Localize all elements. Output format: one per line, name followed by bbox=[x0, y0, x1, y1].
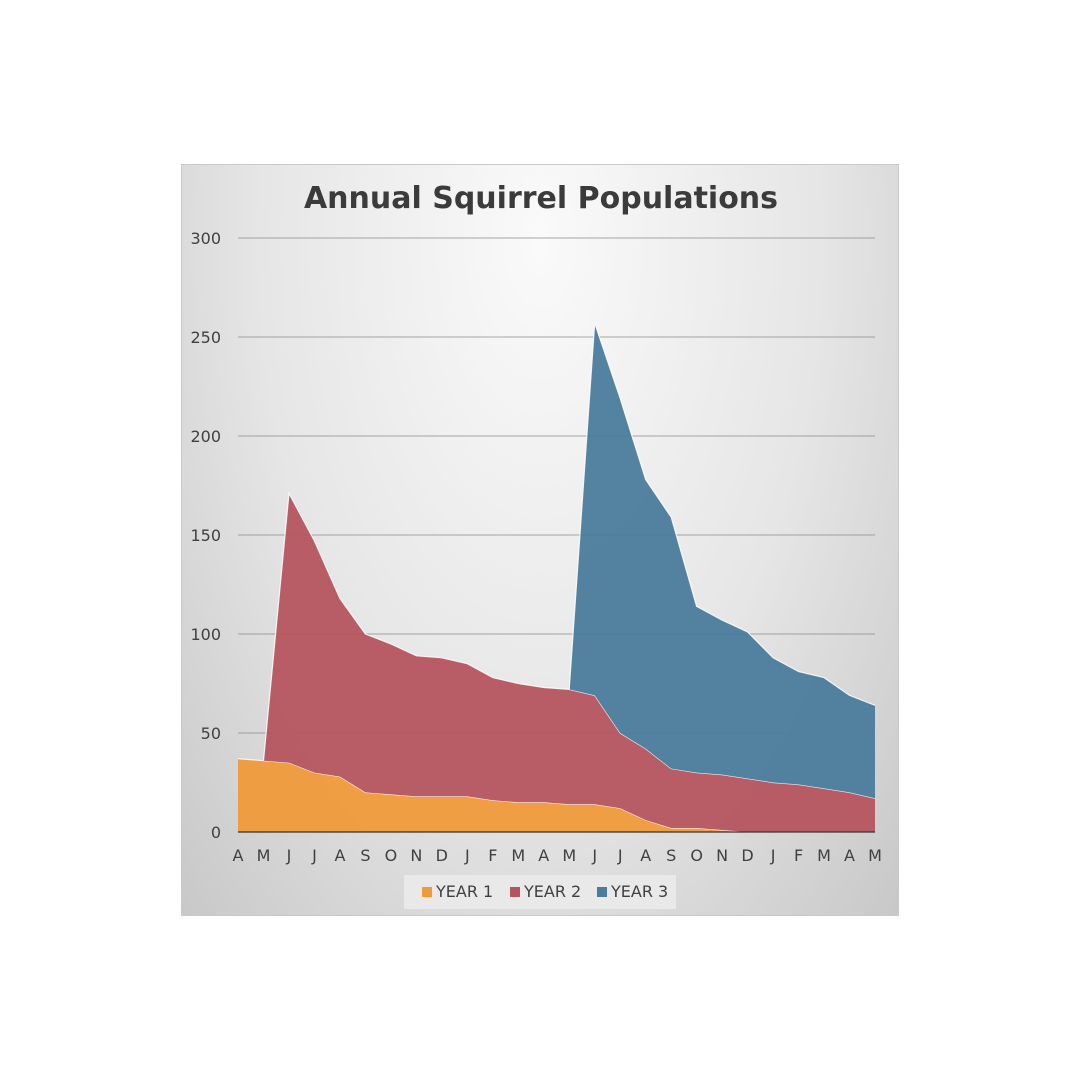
x-tick-label: M bbox=[817, 846, 831, 865]
legend-label: YEAR 2 bbox=[523, 882, 581, 901]
chart-frame: Annual Squirrel Populations 0 50 100 150 200… bbox=[181, 164, 899, 916]
y-tick-label: 50 bbox=[201, 724, 221, 743]
chart-svg: Annual Squirrel Populations 0 50 100 150 200… bbox=[190, 181, 882, 909]
x-tick-label: M bbox=[868, 846, 882, 865]
x-tick-label: N bbox=[410, 846, 422, 865]
x-tick-label: J bbox=[311, 846, 317, 865]
x-tick-label: J bbox=[464, 846, 470, 865]
x-tick-label: M bbox=[562, 846, 576, 865]
legend-swatch bbox=[597, 887, 607, 897]
plot-areas bbox=[237, 322, 876, 833]
x-tick-label: J bbox=[591, 846, 597, 865]
x-tick-label: O bbox=[690, 846, 703, 865]
x-tick-label: N bbox=[716, 846, 728, 865]
area-year-2 bbox=[263, 493, 875, 832]
legend-swatch bbox=[510, 887, 520, 897]
x-tick-label: O bbox=[385, 846, 398, 865]
legend-label: YEAR 3 bbox=[610, 882, 668, 901]
y-axis-ticks: 0 50 100 150 200 250 300 bbox=[190, 229, 221, 842]
x-tick-label: A bbox=[233, 846, 244, 865]
y-tick-label: 200 bbox=[190, 427, 221, 446]
x-tick-label: A bbox=[538, 846, 549, 865]
x-tick-label: F bbox=[488, 846, 497, 865]
y-tick-label: 150 bbox=[190, 526, 221, 545]
x-tick-label: J bbox=[770, 846, 776, 865]
legend-swatch bbox=[422, 887, 432, 897]
x-tick-label: D bbox=[436, 846, 448, 865]
legend-background bbox=[404, 875, 676, 909]
chart-title: Annual Squirrel Populations bbox=[304, 181, 778, 216]
x-tick-label: S bbox=[360, 846, 370, 865]
y-tick-label: 250 bbox=[190, 328, 221, 347]
x-tick-label: F bbox=[794, 846, 803, 865]
x-tick-label: J bbox=[286, 846, 292, 865]
area-year-3 bbox=[569, 323, 875, 799]
x-tick-label: M bbox=[511, 846, 525, 865]
y-tick-label: 0 bbox=[211, 823, 221, 842]
legend-label: YEAR 1 bbox=[435, 882, 493, 901]
x-tick-label: A bbox=[334, 846, 345, 865]
x-tick-label: A bbox=[844, 846, 855, 865]
x-tick-label: M bbox=[257, 846, 271, 865]
x-tick-label: S bbox=[666, 846, 676, 865]
area-year-1 bbox=[238, 758, 875, 832]
x-tick-label: D bbox=[741, 846, 753, 865]
legend: YEAR 1 YEAR 2 YEAR 3 bbox=[404, 875, 676, 909]
x-tick-label: J bbox=[617, 846, 623, 865]
y-tick-label: 300 bbox=[190, 229, 221, 248]
y-tick-label: 100 bbox=[190, 625, 221, 644]
x-tick-label: A bbox=[640, 846, 651, 865]
area-edge-year-3 bbox=[568, 322, 876, 706]
